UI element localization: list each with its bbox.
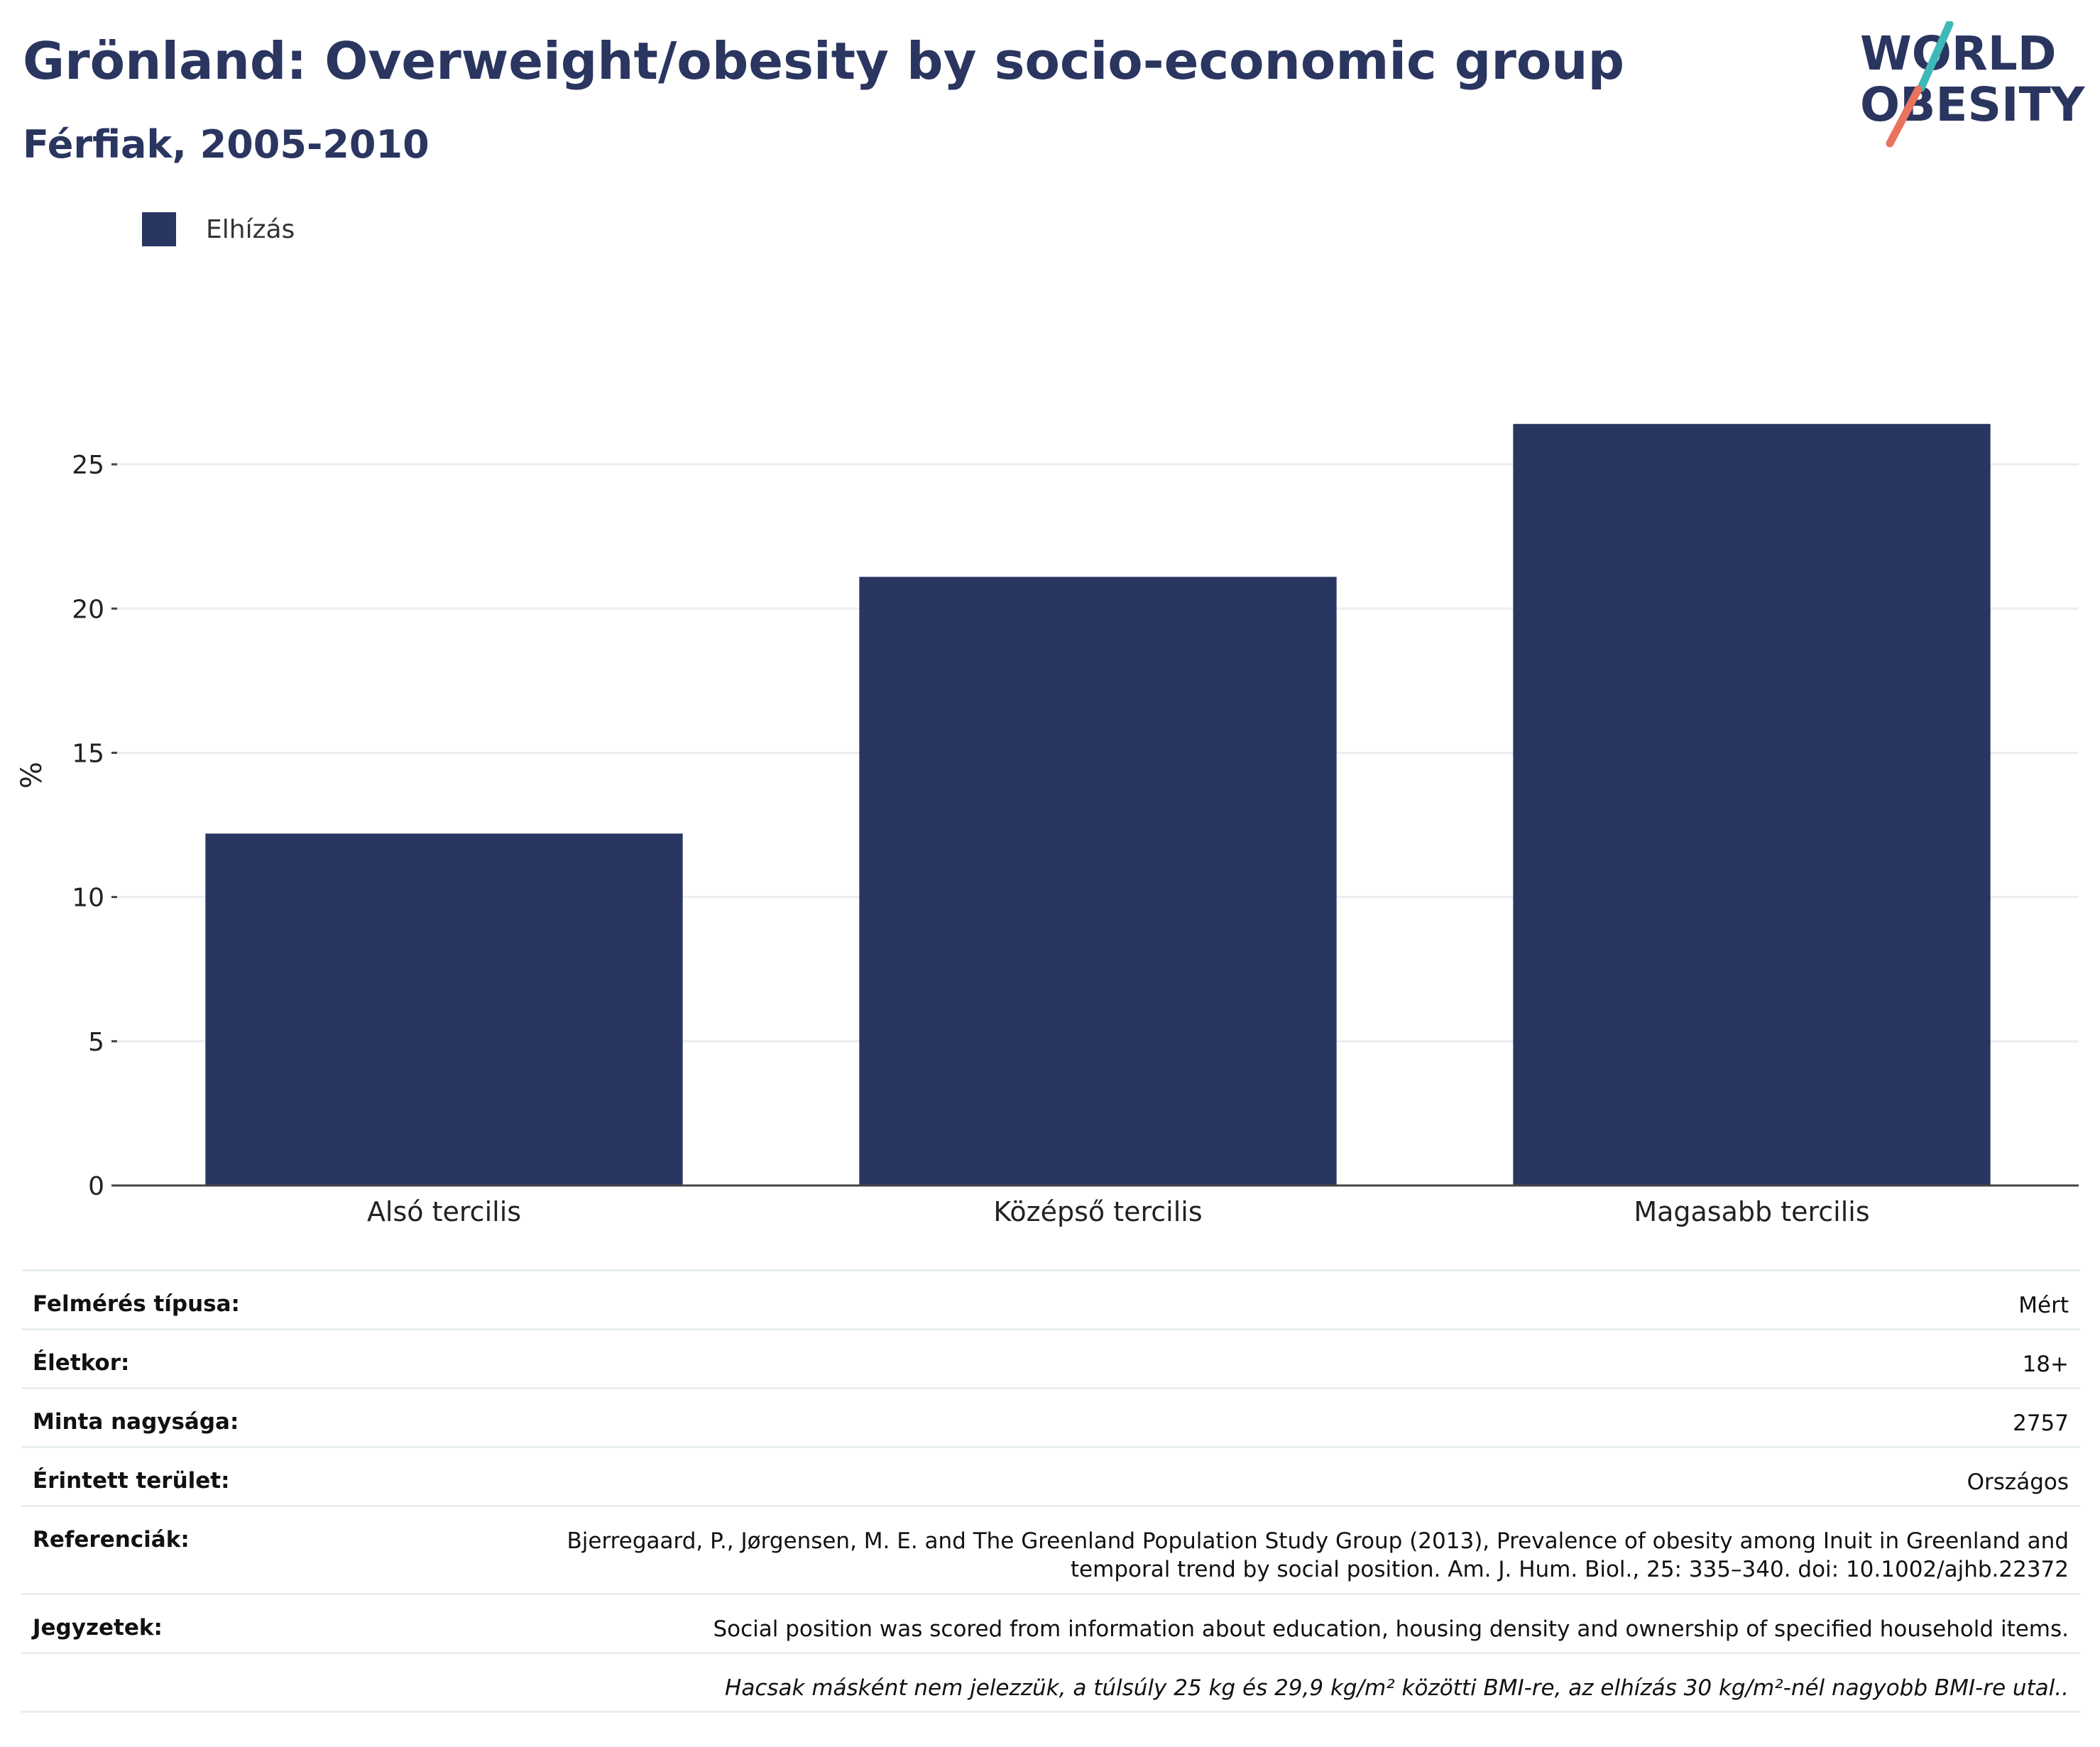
x-tick-label: Középső tercilis xyxy=(993,1196,1202,1227)
info-row-footnote: Hacsak másként nem jelezzük, a túlsúly 2… xyxy=(21,1654,2080,1713)
y-tick-labels: 0 5 10 15 20 25 xyxy=(72,451,117,1201)
reference-line-1: Bjerregaard, P., Jørgensen, M. E. and Th… xyxy=(567,1528,2069,1554)
chart-title: Grönland: Overweight/obesity by socio-ec… xyxy=(23,31,1625,91)
bar-chart: 0 5 10 15 20 25 Alsó tercilis Középső tercilis… xyxy=(16,424,2079,1227)
info-key: Felmérés típusa: xyxy=(33,1291,240,1317)
legend-label: Elhízás xyxy=(206,214,295,244)
bar[interactable] xyxy=(1513,424,1991,1185)
info-value: 2757 xyxy=(2013,1411,2069,1436)
info-table: Felmérés típusa: Mért Életkor: 18+ Minta… xyxy=(21,1269,2080,1713)
info-value: 18+ xyxy=(2022,1352,2069,1377)
bar[interactable] xyxy=(205,833,683,1185)
info-value: Mért xyxy=(2018,1293,2069,1318)
info-value: Bjerregaard, P., Jørgensen, M. E. and Th… xyxy=(567,1527,2069,1584)
y-tick-label: 25 xyxy=(72,451,104,480)
x-tick-label: Magasabb tercilis xyxy=(1634,1196,1869,1227)
y-tick-label: 20 xyxy=(72,595,104,624)
chart-legend: Elhízás xyxy=(142,212,295,247)
footnote: Hacsak másként nem jelezzük, a túlsúly 2… xyxy=(725,1675,2069,1701)
bars xyxy=(205,424,1991,1185)
y-tick-label: 15 xyxy=(72,739,104,768)
info-row-area: Érintett terület: Országos xyxy=(21,1448,2080,1507)
info-value: Országos xyxy=(1967,1469,2069,1495)
reference-line-2: temporal trend by social position. Am. J… xyxy=(1070,1557,2069,1582)
info-row-notes: Jegyzetek: Social position was scored fr… xyxy=(21,1595,2080,1654)
info-key: Referenciák: xyxy=(33,1527,190,1552)
y-tick-label: 5 xyxy=(88,1028,104,1057)
info-row-age: Életkor: 18+ xyxy=(21,1330,2080,1389)
bar[interactable] xyxy=(859,576,1337,1185)
info-row-references: Referenciák: Bjerregaard, P., Jørgensen,… xyxy=(21,1507,2080,1595)
info-key: Érintett terület: xyxy=(33,1468,230,1494)
y-axis-label: % xyxy=(16,762,48,789)
info-value: Social position was scored from informat… xyxy=(713,1616,2069,1642)
info-key: Jegyzetek: xyxy=(33,1615,163,1641)
logo-word-world: WORLD xyxy=(1860,26,2057,81)
chart-subtitle: Férfiak, 2005-2010 xyxy=(23,122,430,167)
x-tick-label: Alsó tercilis xyxy=(367,1196,521,1227)
x-tick-labels: Alsó tercilis Középső tercilis Magasabb te… xyxy=(367,1196,1870,1227)
logo-slash-coral xyxy=(1886,85,1923,148)
legend-swatch xyxy=(142,212,176,246)
info-row-survey-type: Felmérés típusa: Mért xyxy=(21,1271,2080,1330)
info-key: Életkor: xyxy=(33,1350,130,1376)
y-tick-label: 0 xyxy=(88,1172,104,1201)
info-row-sample-size: Minta nagysága: 2757 xyxy=(21,1389,2080,1448)
info-key: Minta nagysága: xyxy=(33,1409,239,1435)
logo-slash-teal xyxy=(1917,21,1954,92)
world-obesity-logo: WORLD OBESITY xyxy=(1860,21,2086,148)
y-tick-label: 10 xyxy=(72,884,104,913)
